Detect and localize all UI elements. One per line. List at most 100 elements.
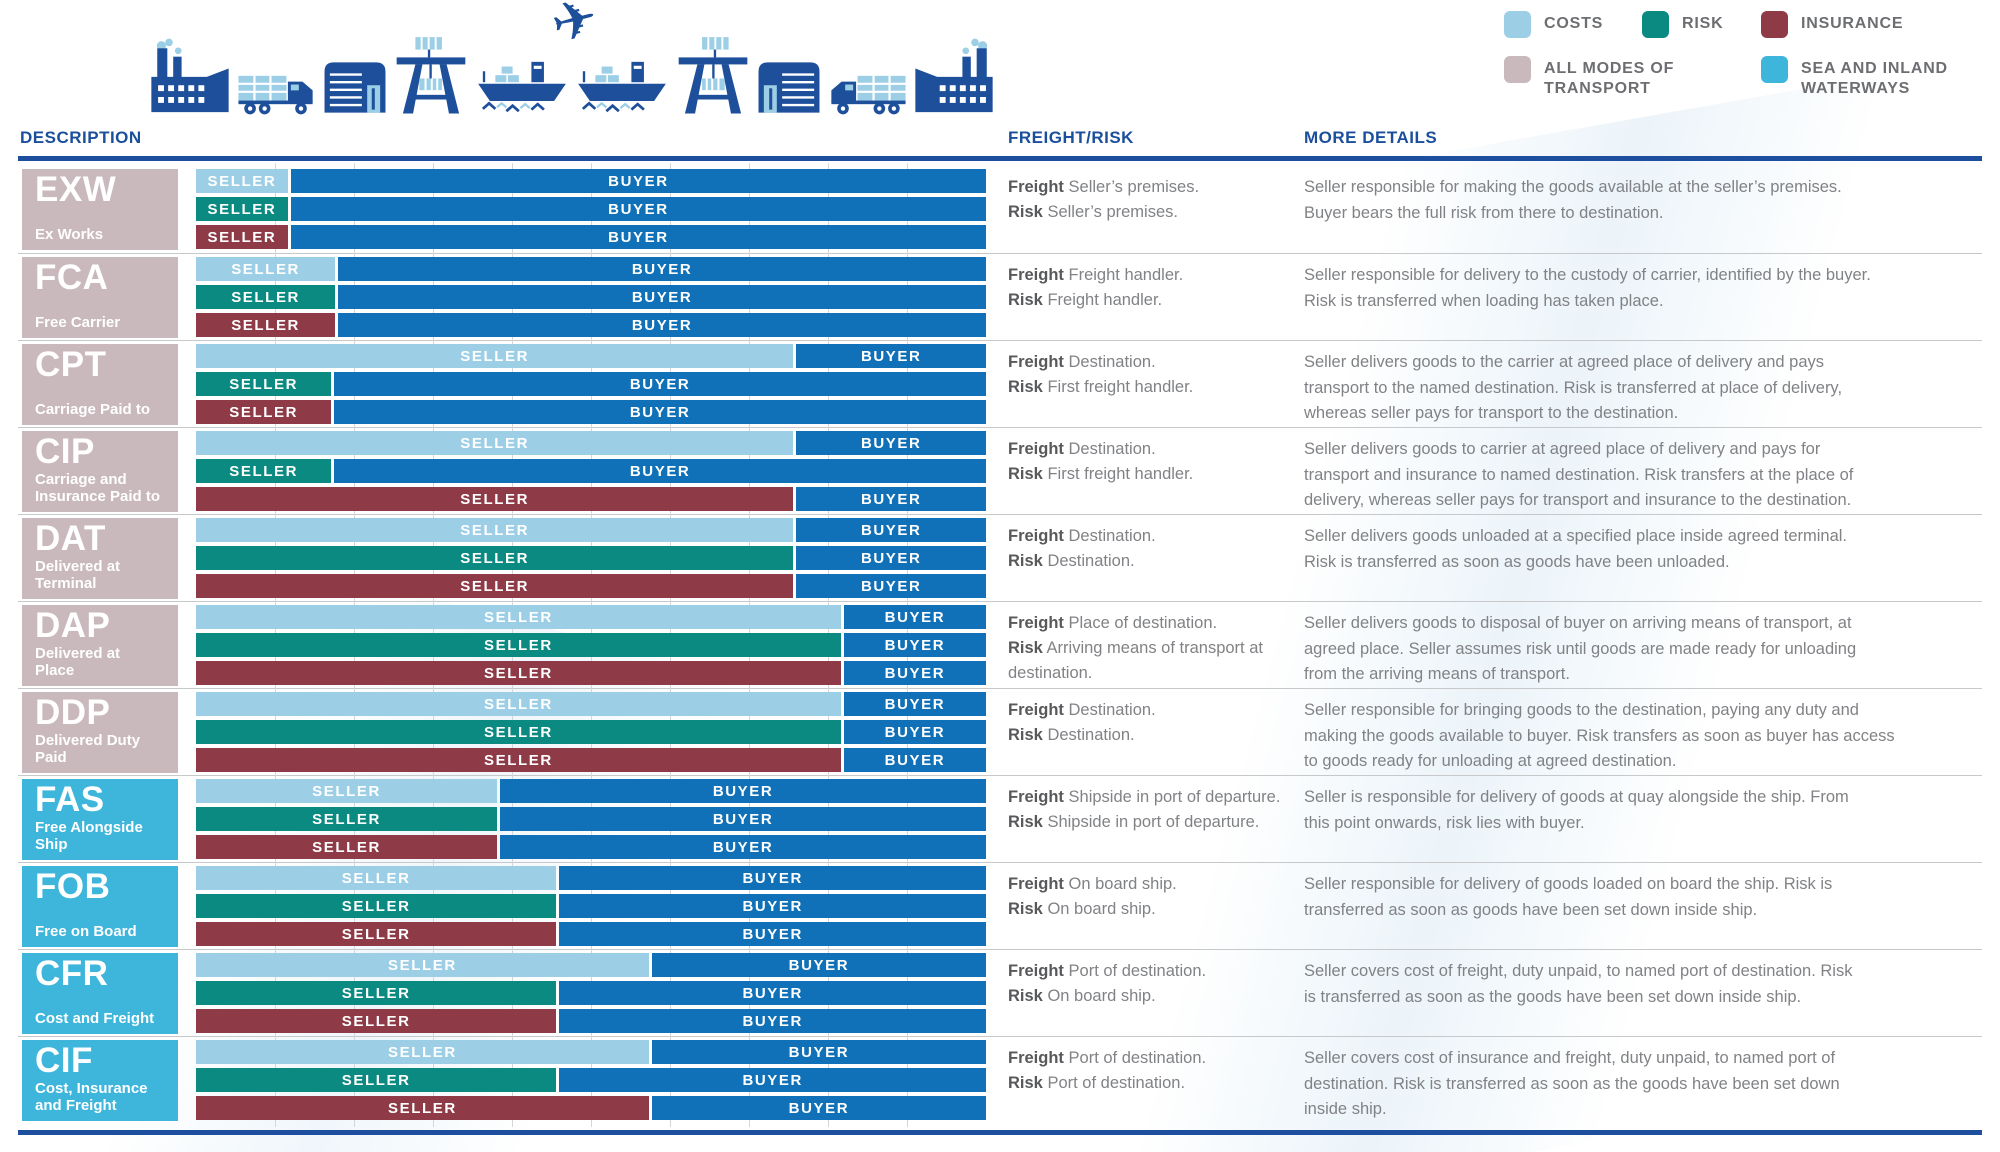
insurance-seller-segment: SELLER [196,225,288,249]
incoterm-row: CIP Carriage and Insurance Paid to SELLE… [18,425,1982,518]
incoterm-label-cell: CPT Carriage Paid to [22,344,178,425]
risk-seller-segment: SELLER [196,546,794,570]
incoterm-code: CIF [35,1041,93,1080]
incoterm-label-cell: FOB Free on Board [22,866,178,947]
costs-bar: SELLER BUYER [196,953,986,977]
incoterm-row: FCA Free Carrier SELLER BUYER SELLER BUYER S… [18,251,1982,344]
costs-seller-segment: SELLER [196,1040,649,1064]
risk-bar: SELLER BUYER [196,633,986,657]
legend-chip-risk [1642,11,1669,38]
incoterm-label-cell: CIP Carriage and Insurance Paid to [22,431,178,512]
risk-seller-segment: SELLER [196,459,332,483]
legend-chip-sea-inland [1761,56,1788,83]
freight-word: Freight [1008,788,1064,806]
insurance-bar: SELLER BUYER [196,313,986,337]
legend-label-sea-inland: SEA AND INLAND WATERWAYS [1801,60,1948,97]
risk-buyer-segment: BUYER [500,807,986,831]
incoterm-row: CPT Carriage Paid to SELLER BUYER SELLER BU… [18,338,1982,431]
costs-seller-segment: SELLER [196,866,557,890]
insurance-buyer-segment: BUYER [338,313,986,337]
responsibility-bars: SELLER BUYER SELLER BUYER SELLER BUYER [196,947,986,1040]
costs-buyer-segment: BUYER [500,779,986,803]
more-details-cell: Seller responsible for delivery to the c… [1304,266,1871,310]
column-header-freight-risk: FREIGHT/RISK [1008,128,1134,147]
more-details-cell: Seller delivers goods unloaded at a spec… [1304,527,1848,571]
risk-value: First freight handler. [1047,378,1194,396]
costs-bar: SELLER BUYER [196,518,986,542]
freight-word: Freight [1008,527,1064,545]
incoterm-code: CIP [35,432,95,471]
incoterm-code: DDP [35,693,111,732]
responsibility-bars: SELLER BUYER SELLER BUYER SELLER BUYER [196,686,986,779]
risk-word: Risk [1008,900,1043,918]
freight-value: Place of destination. [1068,614,1218,632]
insurance-seller-segment: SELLER [196,922,557,946]
freight-word: Freight [1008,701,1064,719]
freight-value: Destination. [1068,440,1156,458]
responsibility-bars: SELLER BUYER SELLER BUYER SELLER BUYER [196,163,986,256]
freight-word: Freight [1008,614,1064,632]
risk-buyer-segment: BUYER [334,459,986,483]
costs-bar: SELLER BUYER [196,1040,986,1064]
risk-value: Seller’s premises. [1047,203,1178,221]
responsibility-bars: SELLER BUYER SELLER BUYER SELLER BUYER [196,860,986,953]
insurance-buyer-segment: BUYER [559,922,986,946]
risk-buyer-segment: BUYER [796,546,986,570]
freight-risk-cell: Freight Port of destination. Risk Port o… [1008,1046,1304,1096]
incoterm-code: FAS [35,780,105,819]
insurance-seller-segment: SELLER [196,313,336,337]
legend-chip-all-modes [1504,56,1531,83]
costs-seller-segment: SELLER [196,257,336,281]
incoterm-code: DAP [35,606,111,645]
responsibility-bars: SELLER BUYER SELLER BUYER SELLER BUYER [196,1034,986,1127]
risk-buyer-segment: BUYER [843,633,986,657]
costs-bar: SELLER BUYER [196,344,986,368]
freight-value: Destination. [1068,527,1156,545]
risk-bar: SELLER BUYER [196,807,986,831]
incoterm-name: Carriage Paid to [35,401,151,418]
more-details-cell: Seller delivers goods to the carrier at … [1304,353,1843,422]
costs-seller-segment: SELLER [196,431,794,455]
incoterm-row: DAT Delivered at Terminal SELLER BUYER SEL… [18,512,1982,605]
freight-value: Port of destination. [1068,1049,1207,1067]
costs-seller-segment: SELLER [196,344,794,368]
freight-word: Freight [1008,178,1064,196]
legend-label-insurance: INSURANCE [1801,15,1904,32]
legend-chip-costs [1504,11,1531,38]
legend-label-costs: COSTS [1544,15,1604,32]
insurance-bar: SELLER BUYER [196,487,986,511]
insurance-bar: SELLER BUYER [196,1009,986,1033]
risk-buyer-segment: BUYER [290,197,986,221]
freight-risk-cell: Freight Destination. Risk Destination. [1008,698,1304,748]
insurance-buyer-segment: BUYER [290,225,986,249]
costs-buyer-segment: BUYER [651,1040,986,1064]
risk-seller-segment: SELLER [196,720,841,744]
legend-label-all-modes: ALL MODES OF TRANSPORT [1544,60,1675,97]
insurance-seller-segment: SELLER [196,1009,557,1033]
insurance-bar: SELLER BUYER [196,748,986,772]
incoterm-label-cell: CIF Cost, Insurance and Freight [22,1040,178,1121]
freight-risk-cell: Freight Port of destination. Risk On boa… [1008,959,1304,1009]
risk-value: Arriving means of transport at destinati… [1008,639,1263,682]
incoterm-row: CIF Cost, Insurance and Freight SELLER BU… [18,1034,1982,1127]
insurance-seller-segment: SELLER [196,574,794,598]
risk-buyer-segment: BUYER [559,1068,986,1092]
costs-bar: SELLER BUYER [196,779,986,803]
freight-word: Freight [1008,1049,1064,1067]
risk-word: Risk [1008,813,1043,831]
risk-value: On board ship. [1047,900,1156,918]
risk-bar: SELLER BUYER [196,894,986,918]
risk-word: Risk [1008,378,1043,396]
freight-risk-cell: Freight Freight handler. Risk Freight ha… [1008,263,1304,313]
risk-seller-segment: SELLER [196,894,557,918]
column-header-description: DESCRIPTION [20,128,142,147]
incoterm-label-cell: FCA Free Carrier [22,257,178,338]
insurance-bar: SELLER BUYER [196,400,986,424]
insurance-bar: SELLER BUYER [196,1096,986,1120]
costs-buyer-segment: BUYER [843,605,986,629]
freight-risk-cell: Freight Destination. Risk First freight … [1008,350,1304,400]
costs-seller-segment: SELLER [196,169,288,193]
risk-value: On board ship. [1047,987,1156,1005]
